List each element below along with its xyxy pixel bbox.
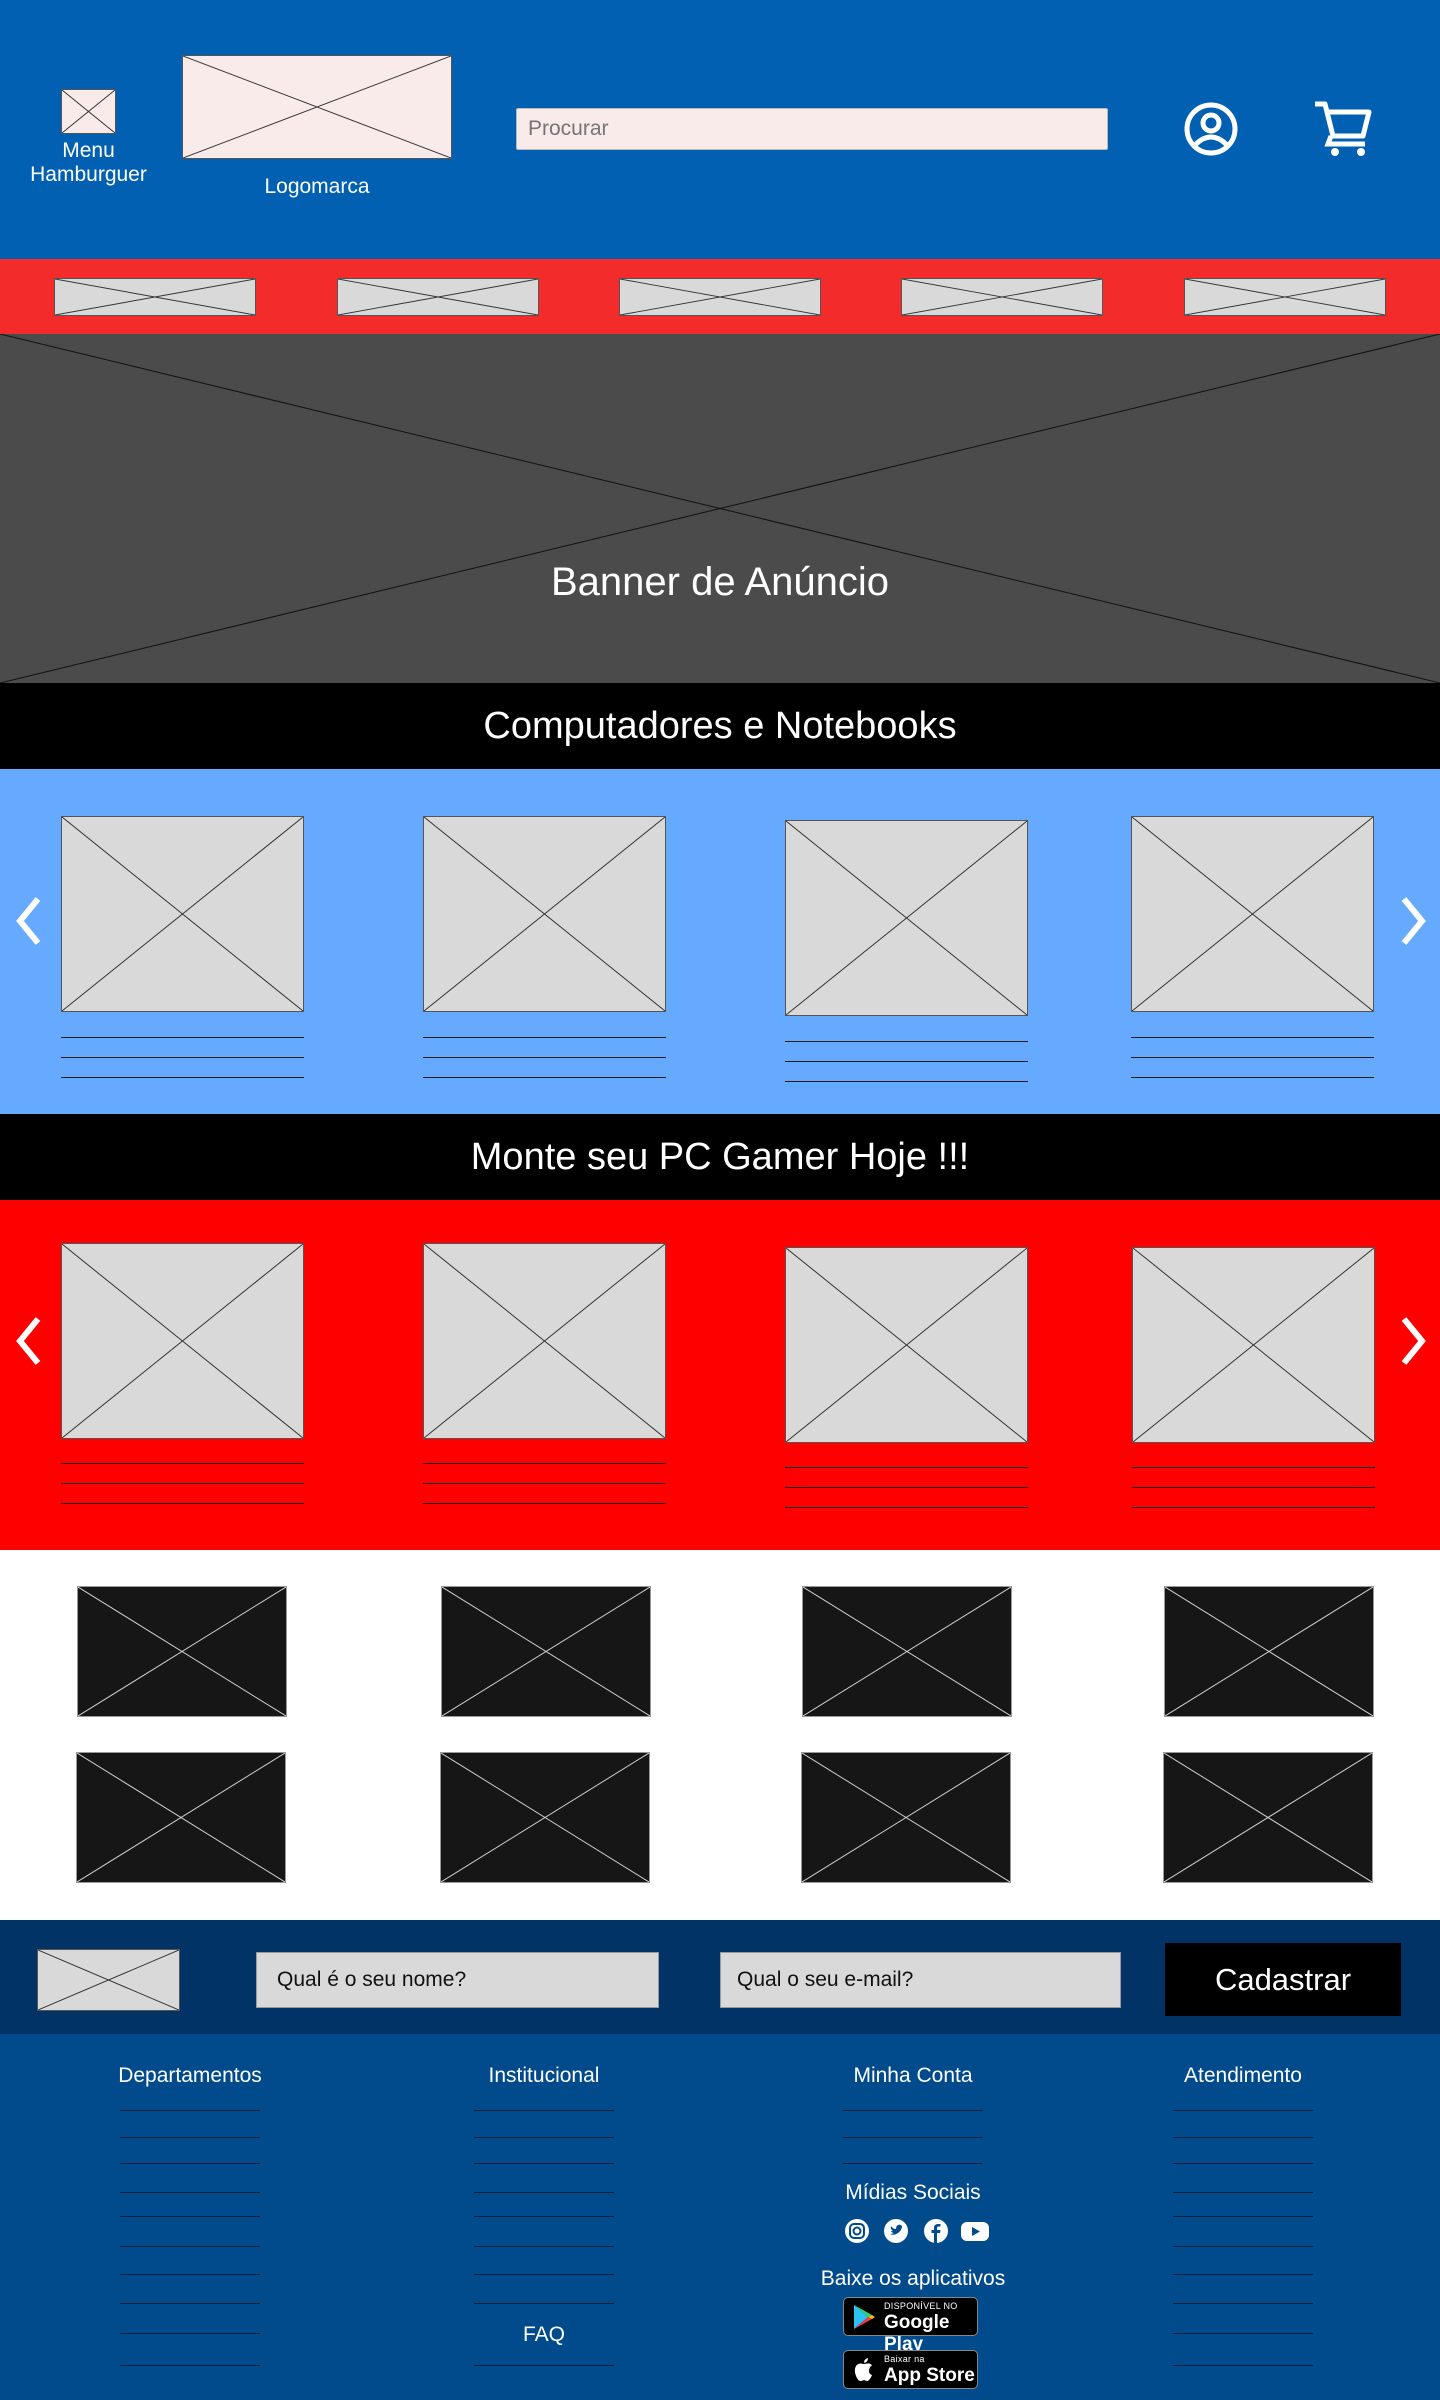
section-title-computers: Computadores e Notebooks — [0, 683, 1440, 769]
chevron-left-icon[interactable] — [10, 891, 50, 951]
app-store-small-text: Baixar na — [884, 2354, 925, 2364]
brand-tile[interactable] — [802, 1586, 1012, 1717]
cart-icon[interactable] — [1313, 98, 1373, 158]
ad-banner[interactable]: Banner de Anúncio — [0, 334, 1440, 683]
google-play-badge[interactable]: DISPONÍVEL NO Google Play — [843, 2297, 978, 2355]
footer-link-faq[interactable]: FAQ — [522, 2323, 565, 2346]
hamburger-icon[interactable] — [61, 89, 116, 134]
app-store-text: App Store — [884, 2365, 975, 2386]
product-image[interactable] — [1132, 1247, 1375, 1443]
category-item[interactable] — [619, 278, 821, 316]
youtube-icon[interactable] — [960, 2218, 990, 2244]
product-info-lines — [61, 1463, 304, 1523]
chevron-left-icon[interactable] — [10, 1311, 50, 1371]
section-title-gamer: Monte seu PC Gamer Hoje !!! — [0, 1114, 1440, 1200]
facebook-icon[interactable] — [923, 2218, 949, 2244]
brand-tile[interactable] — [76, 1752, 286, 1883]
brand-tile[interactable] — [440, 1752, 650, 1883]
carousel-computers — [0, 769, 1440, 1114]
product-image[interactable] — [423, 816, 666, 1012]
product-image[interactable] — [785, 1247, 1028, 1443]
search-input[interactable] — [516, 108, 1108, 150]
brand-tile[interactable] — [1163, 1752, 1373, 1883]
category-item[interactable] — [1184, 278, 1386, 316]
footer — [0, 2034, 1440, 2400]
product-image[interactable] — [61, 816, 304, 1012]
banner-title: Banner de Anúncio — [550, 560, 890, 604]
chevron-right-icon[interactable] — [1392, 891, 1432, 951]
menu-label: Menu Hamburguer — [30, 139, 147, 186]
header: Menu Hamburguer Logomarca — [0, 0, 1440, 259]
name-field[interactable]: Qual é o seu nome? — [256, 1952, 659, 2008]
google-play-small-text: DISPONÍVEL NO — [884, 2301, 958, 2311]
instagram-icon[interactable] — [844, 2218, 870, 2244]
email-field[interactable]: Qual o seu e-mail? — [720, 1952, 1121, 2008]
twitter-icon[interactable] — [883, 2218, 909, 2244]
brand-tile[interactable] — [441, 1586, 651, 1717]
user-icon[interactable] — [1183, 101, 1239, 157]
footer-title-atendimento: Atendimento — [1184, 2064, 1302, 2087]
footer-title-minha-conta: Minha Conta — [853, 2064, 973, 2087]
product-info-lines — [423, 1463, 666, 1523]
product-image[interactable] — [785, 820, 1028, 1016]
logo-placeholder[interactable] — [182, 55, 452, 159]
footer-title-departamentos: Departamentos — [118, 2064, 262, 2087]
product-info-lines — [1132, 1467, 1375, 1527]
category-item[interactable] — [901, 278, 1103, 316]
product-image[interactable] — [61, 1243, 304, 1439]
product-info-lines — [1131, 1037, 1374, 1097]
brand-tile[interactable] — [801, 1752, 1011, 1883]
brand-tile[interactable] — [77, 1586, 287, 1717]
brand-tile[interactable] — [1164, 1586, 1374, 1717]
category-item[interactable] — [337, 278, 539, 316]
category-strip — [0, 259, 1440, 334]
carousel-gamer — [0, 1200, 1440, 1550]
app-store-badge[interactable]: Baixar na App Store — [843, 2350, 978, 2389]
footer-title-apps: Baixe os aplicativos — [820, 2267, 1006, 2290]
logo-label: Logomarca — [264, 175, 370, 198]
newsletter-logo — [37, 1949, 180, 2011]
product-info-lines — [785, 1041, 1028, 1101]
product-info-lines — [61, 1037, 304, 1097]
footer-title-institucional: Institucional — [488, 2064, 600, 2087]
google-play-text: Google Play — [884, 2312, 950, 2355]
chevron-right-icon[interactable] — [1392, 1311, 1432, 1371]
category-item[interactable] — [54, 278, 256, 316]
product-info-lines — [423, 1037, 666, 1097]
product-image[interactable] — [1131, 816, 1374, 1012]
product-image[interactable] — [423, 1243, 666, 1439]
footer-title-midias-sociais: Mídias Sociais — [845, 2181, 981, 2204]
product-info-lines — [785, 1467, 1028, 1527]
subscribe-button[interactable]: Cadastrar — [1165, 1943, 1401, 2016]
